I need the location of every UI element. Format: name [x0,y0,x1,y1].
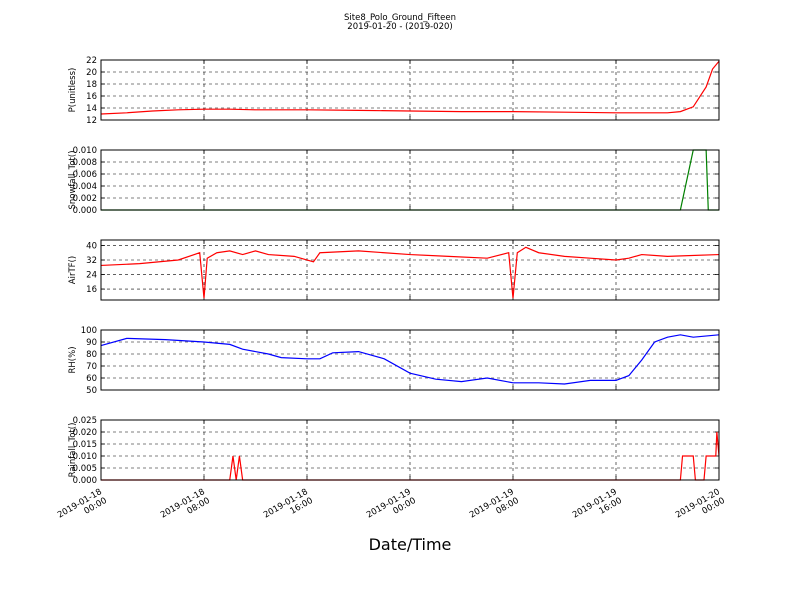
y-tick-label: 12 [86,116,97,126]
y-tick-label: 80 [86,350,97,360]
axes-frame [100,59,720,121]
series-line [100,60,720,115]
chart-title: Site8_Polo_Ground_Fifteen [344,13,456,23]
y-axis-label: RH(%) [68,346,78,373]
y-tick-label: 0.020 [73,428,97,438]
y-axis-label: Snowfall_Tot() [68,150,78,209]
y-tick-label: 20 [86,68,97,78]
y-axis-label: P(unitless) [68,68,78,113]
y-tick-label: 100 [81,326,97,336]
y-tick-label: 0.010 [73,146,97,156]
y-tick-label: 0.008 [73,158,97,168]
axes-frame [100,419,720,481]
axes-frame [100,149,720,211]
y-tick-label: 70 [86,362,97,372]
y-tick-label: 16 [86,92,97,102]
axes-frame [100,329,720,391]
y-tick-label: 60 [86,374,97,384]
panel-1: 12 14 16 18 20 22 P(unitless) [68,56,720,126]
y-tick-label: 22 [86,56,97,66]
series-line [101,431,720,481]
y-tick-label: 0.002 [73,194,97,204]
y-tick-label: 90 [86,338,97,348]
y-tick-label: 0.000 [73,206,97,216]
y-tick-label: 40 [86,241,97,251]
y-axis-label: Rainfall_Tot() [68,423,78,478]
y-tick-label: 0.025 [73,416,97,426]
series-line [100,334,720,385]
panels: 121416182022P(unitless)0.0000.0020.0040.… [68,56,720,486]
axes-frame [100,239,720,301]
y-tick-label: 32 [86,256,97,266]
y-tick-label: 0.010 [73,452,97,462]
y-tick-label: 0.015 [73,440,97,450]
y-tick-label: 0.005 [73,464,97,474]
panel-2: 0.000 0.002 0.004 0.006 0.008 0.010Snowfall_T… [68,146,720,216]
y-tick-label: 0.000 [73,476,97,486]
panel-3: 16 24 32 40 AirTF() [68,239,720,301]
y-tick-label: 24 [86,271,97,281]
y-tick-label: 0.004 [73,182,97,192]
y-axis-label: AirTF() [68,256,78,284]
y-tick-label: 50 [86,386,97,396]
y-tick-label: 0.006 [73,170,97,180]
y-tick-label: 18 [86,80,97,90]
chart-subtitle: 2019-01-20 - (2019-020) [347,22,452,32]
x-axis-label: Date/Time [369,535,452,554]
y-tick-label: 14 [86,104,97,114]
y-tick-label: 16 [86,285,97,295]
panel-5: 0.000 0.005 0.010 0.015 0.020 0.025Rainfall_T… [68,416,720,486]
series-line [100,246,720,299]
